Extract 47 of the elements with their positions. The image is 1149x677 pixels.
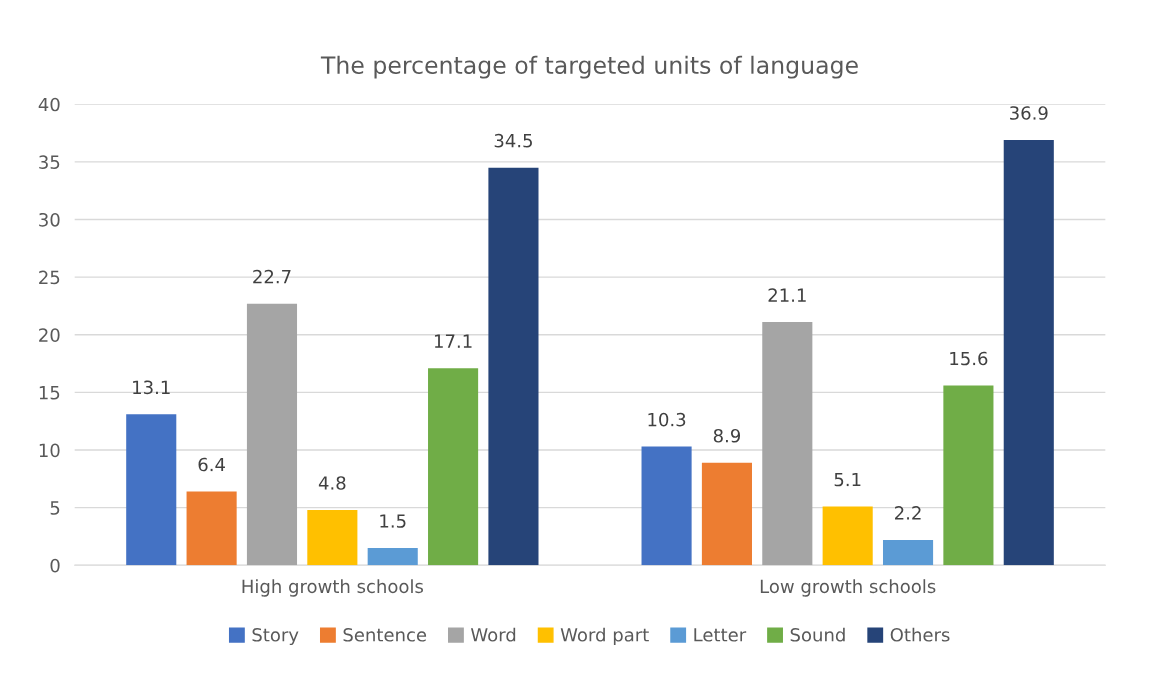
data-label: 4.8 (318, 476, 346, 490)
y-tick-label: 40 (38, 97, 60, 112)
data-label: 2.2 (895, 506, 921, 520)
y-tick-label: 35 (39, 155, 60, 169)
legend-label: Word (470, 627, 516, 642)
bar (701, 462, 752, 566)
bar (186, 491, 237, 566)
bar (641, 446, 692, 566)
data-label: 10.3 (648, 412, 686, 427)
y-tick-label: 0 (50, 558, 60, 573)
data-label: 5.1 (834, 472, 861, 487)
y-tick-label: 5 (50, 501, 60, 515)
bar (882, 539, 934, 566)
bar (488, 167, 539, 566)
bar (822, 506, 873, 566)
bar (246, 303, 298, 566)
y-tick-label: 30 (39, 212, 60, 227)
y-tick-label: 15 (39, 386, 60, 400)
legend-label: Others (890, 627, 950, 642)
chart-title: The percentage of targeted units of language (320, 55, 858, 79)
y-tick-label: 20 (39, 328, 60, 342)
data-label: 6.4 (198, 457, 225, 472)
data-label: 8.9 (713, 428, 741, 443)
bar (943, 385, 994, 566)
x-tick-label: High growth schools (242, 579, 424, 597)
y-tick-label: 25 (39, 270, 60, 285)
bar (367, 548, 418, 566)
y-tick-label: 10 (39, 443, 60, 458)
data-label: 34.5 (494, 133, 532, 148)
bar (762, 322, 813, 566)
legend-label: Sound (790, 627, 845, 642)
bar (307, 509, 358, 566)
data-label: 15.6 (950, 351, 988, 366)
legend-label: Story (252, 627, 299, 646)
bar (126, 414, 177, 566)
data-label: 1.5 (380, 514, 406, 528)
bar (428, 368, 479, 566)
data-label: 22.7 (253, 269, 291, 284)
legend-label: Sentence (343, 627, 427, 642)
data-label: 36.9 (1010, 106, 1048, 120)
data-label: 13.1 (133, 380, 170, 395)
legend-label: Letter (694, 628, 747, 642)
data-label: 17.1 (434, 334, 472, 348)
bar (1003, 139, 1054, 566)
data-label: 21.1 (768, 288, 806, 302)
legend-label: Word part (560, 627, 649, 646)
x-tick-label: Low growth schools (760, 579, 936, 597)
